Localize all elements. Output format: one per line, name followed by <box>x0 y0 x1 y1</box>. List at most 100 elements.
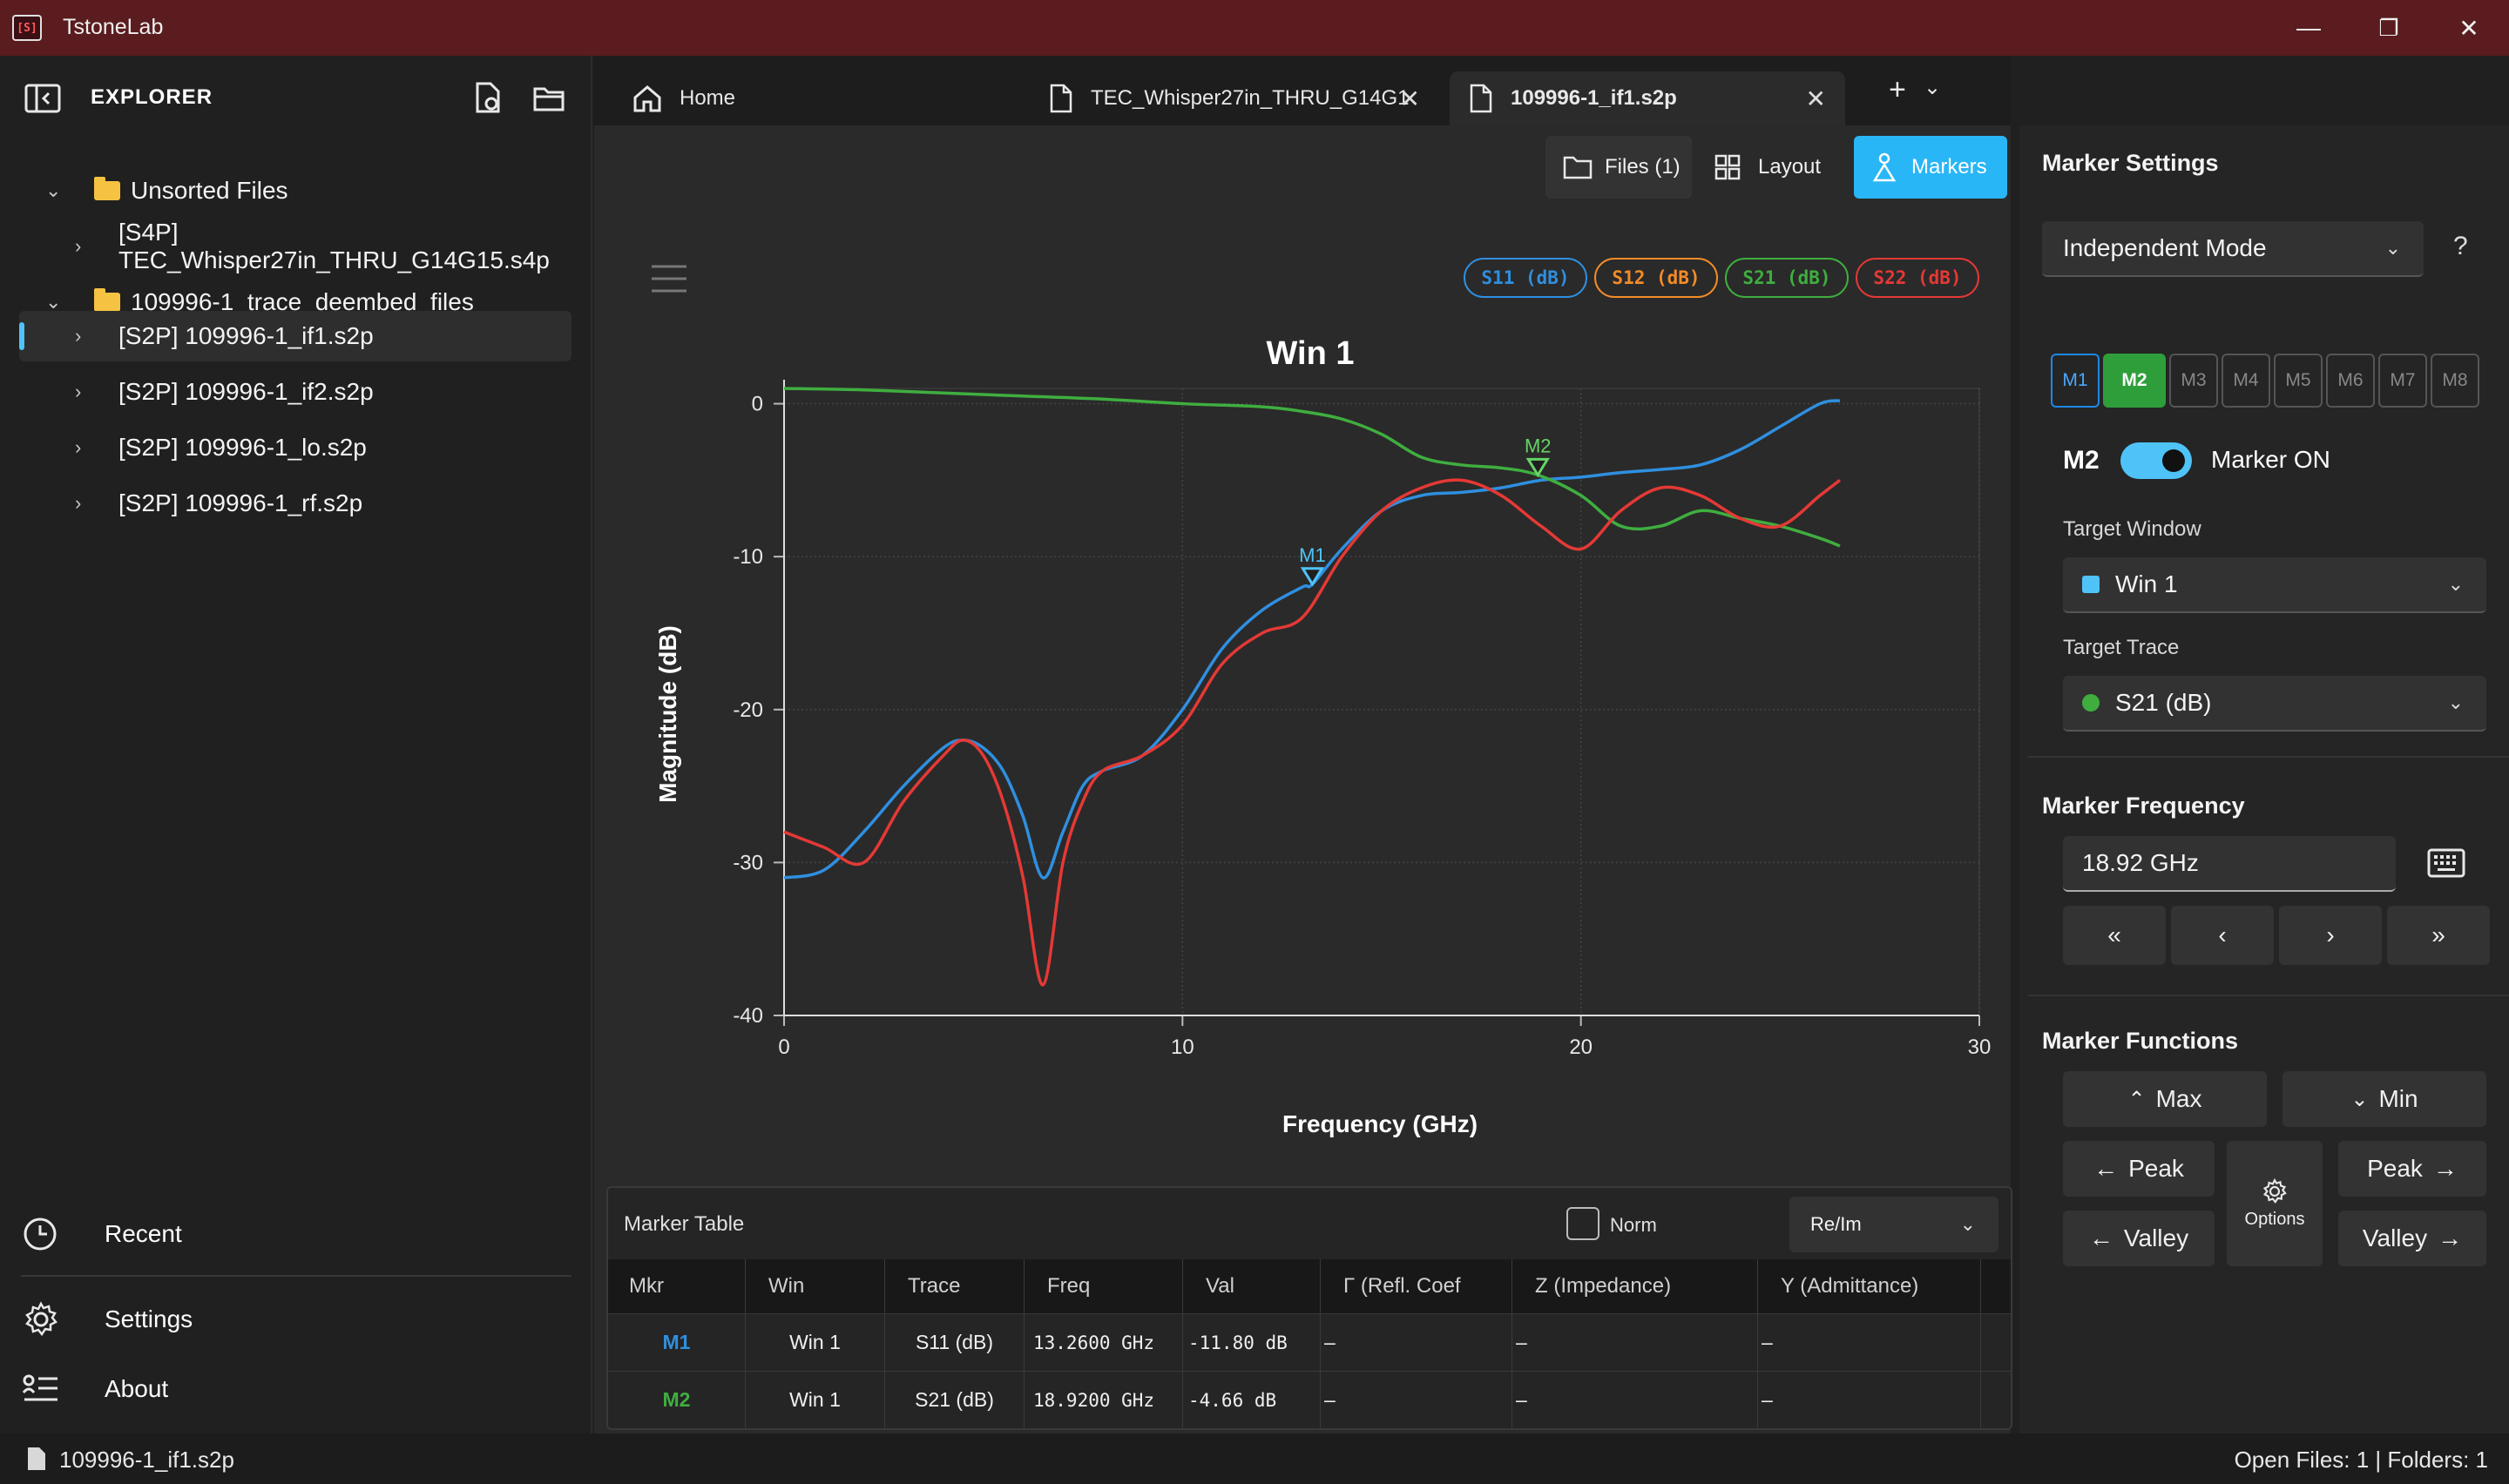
close-tab-icon[interactable]: ✕ <box>1399 84 1420 112</box>
markers-label: Markers <box>1911 155 1987 179</box>
row-freq: 18.9200 GHz <box>1025 1372 1183 1428</box>
legend-s12[interactable]: S12 (dB) <box>1594 258 1718 298</box>
close-window-button[interactable]: ✕ <box>2458 14 2479 42</box>
marker-select-m7[interactable]: M7 <box>2378 354 2427 408</box>
files-button[interactable]: Files (1) <box>1545 136 1692 199</box>
max-button[interactable]: ⌃ Max <box>2063 1071 2267 1127</box>
col-mkr[interactable]: Mkr <box>608 1259 746 1313</box>
tree-folder-unsorted[interactable]: ⌄ Unsorted Files <box>19 165 571 216</box>
marker-select-m3[interactable]: M3 <box>2169 354 2218 408</box>
selection-indicator <box>19 322 24 350</box>
table-row[interactable]: M1 Win 1 S11 (dB) 13.2600 GHz -11.80 dB … <box>608 1313 2011 1371</box>
table-row[interactable]: M2 Win 1 S21 (dB) 18.9200 GHz -4.66 dB –… <box>608 1371 2011 1428</box>
close-tab-icon[interactable]: ✕ <box>1805 84 1826 112</box>
valley-left-button[interactable]: ← Valley <box>2063 1211 2215 1266</box>
marker-select-m2[interactable]: M2 <box>2103 354 2166 408</box>
tree-file-s4p[interactable]: › [S4P] TEC_Whisper27in_THRU_G14G15.s4p <box>19 219 571 273</box>
about-nav-item[interactable]: About <box>21 1363 570 1415</box>
help-icon[interactable]: ? <box>2453 232 2468 260</box>
new-file-icon[interactable] <box>474 82 502 113</box>
window-color-swatch <box>2082 576 2100 593</box>
tree-file-lo[interactable]: › [S2P] 109996-1_lo.s2p <box>19 422 571 473</box>
frequency-first-button[interactable]: « <box>2063 906 2166 965</box>
row-impedance: – <box>1512 1314 1758 1371</box>
explorer-title: EXPLORER <box>91 85 213 109</box>
col-win[interactable]: Win <box>746 1259 885 1313</box>
open-folder-icon[interactable] <box>533 85 565 111</box>
marker-on-toggle[interactable] <box>2120 442 2192 479</box>
valley-right-button[interactable]: Valley → <box>2338 1211 2486 1266</box>
file-icon <box>28 1447 45 1470</box>
magnitude-chart[interactable]: 0 10 20 30 0 -10 -20 -30 -40 M1 M2 Win 1 Frequenc… <box>603 305 2019 1228</box>
arrow-right-icon: → <box>2438 1224 2463 1251</box>
explorer-sidebar: EXPLORER ⌄ Unsorted Files › [S4P] TEC_Wh… <box>0 56 592 1433</box>
frequency-next-button[interactable]: › <box>2279 906 2382 965</box>
options-label: Options <box>2244 1209 2305 1229</box>
marker-frequency-input[interactable]: 18.92 GHz <box>2063 836 2396 892</box>
peak-right-button[interactable]: Peak → <box>2338 1141 2486 1197</box>
chart-markers[interactable]: M1 M2 <box>1299 435 1552 587</box>
file-icon <box>1470 84 1492 113</box>
tab-home[interactable]: Home <box>603 71 1012 125</box>
tab-tec-whisper[interactable]: TEC_Whisper27in_THRU_G14G1 ✕ <box>1030 71 1439 125</box>
chart-menu-icon[interactable] <box>650 263 688 294</box>
tree-folder-deembed[interactable]: ⌄ 109996-1_trace_deembed_files <box>19 277 571 327</box>
sidebar-toggle-icon[interactable] <box>24 84 61 113</box>
col-freq[interactable]: Freq <box>1025 1259 1183 1313</box>
legend-s11[interactable]: S11 (dB) <box>1464 258 1587 298</box>
target-trace-select[interactable]: S21 (dB) ⌄ <box>2063 676 2486 732</box>
clock-icon <box>24 1218 57 1251</box>
tree-file-if2[interactable]: › [S2P] 109996-1_if2.s2p <box>19 367 571 417</box>
marker-select-m6[interactable]: M6 <box>2326 354 2375 408</box>
peak-left-button[interactable]: ← Peak <box>2063 1141 2215 1197</box>
col-val[interactable]: Val <box>1183 1259 1321 1313</box>
layout-button[interactable]: Layout <box>1701 136 1849 199</box>
new-tab-button[interactable]: + <box>1889 73 1906 106</box>
settings-nav-item[interactable]: Settings <box>21 1293 570 1346</box>
chevron-down-icon: ⌄ <box>2350 1087 2369 1111</box>
series-line-s22 <box>783 478 1841 987</box>
gear-icon <box>2262 1177 2287 1204</box>
col-gamma[interactable]: Γ (Refl. Coef <box>1321 1259 1512 1313</box>
chevron-right-icon: › <box>75 235 82 257</box>
tab-if1[interactable]: 109996-1_if1.s2p ✕ <box>1450 71 1845 125</box>
marker-select-m5[interactable]: M5 <box>2274 354 2323 408</box>
frequency-prev-button[interactable]: ‹ <box>2171 906 2274 965</box>
frequency-last-button[interactable]: » <box>2387 906 2490 965</box>
row-admittance: – <box>1758 1314 1981 1371</box>
col-impedance[interactable]: Z (Impedance) <box>1512 1259 1758 1313</box>
maximize-button[interactable]: ❐ <box>2378 14 2399 41</box>
options-button[interactable]: Options <box>2227 1141 2323 1266</box>
folder-icon <box>94 177 120 200</box>
marker-triangle-m2[interactable] <box>1525 457 1550 478</box>
recent-nav-item[interactable]: Recent <box>21 1208 570 1260</box>
tree-file-if1[interactable]: › [S2P] 109996-1_if1.s2p <box>19 311 571 361</box>
marker-select-m8[interactable]: M8 <box>2431 354 2479 408</box>
legend-s21[interactable]: S21 (dB) <box>1725 258 1849 298</box>
marker-select-m4[interactable]: M4 <box>2222 354 2270 408</box>
markers-button[interactable]: Markers <box>1854 136 2007 199</box>
tab-bar: Home TEC_Whisper27in_THRU_G14G1 ✕ 109996… <box>594 56 2011 125</box>
x-tick-label: 20 <box>1569 1035 1593 1059</box>
toggle-knob <box>2162 449 2185 472</box>
home-icon <box>633 85 661 112</box>
marker-select-m1[interactable]: M1 <box>2051 354 2100 408</box>
min-button[interactable]: ⌄ Min <box>2282 1071 2486 1127</box>
col-admittance[interactable]: Y (Admittance) <box>1758 1259 1981 1313</box>
col-trace[interactable]: Trace <box>885 1259 1025 1313</box>
target-window-select[interactable]: Win 1 ⌄ <box>2063 557 2486 613</box>
marker-frequency-title: Marker Frequency <box>2042 793 2245 819</box>
app-logo: [S] <box>12 15 42 41</box>
legend-s22[interactable]: S22 (dB) <box>1856 258 1979 298</box>
row-trace: S21 (dB) <box>885 1372 1025 1428</box>
format-select[interactable]: Re/Im ⌄ <box>1789 1197 1998 1252</box>
tree-file-rf[interactable]: › [S2P] 109996-1_rf.s2p <box>19 478 571 529</box>
marker-mode-select[interactable]: Independent Mode ⌄ <box>2042 221 2424 277</box>
norm-checkbox[interactable] <box>1566 1207 1599 1240</box>
marker-triangle-m1[interactable] <box>1300 567 1325 587</box>
format-value: Re/Im <box>1810 1213 1862 1235</box>
minimize-button[interactable]: — <box>2296 14 2321 41</box>
chart-y-axis-label: Magnitude (dB) <box>654 625 681 803</box>
tab-list-chevron-icon[interactable]: ⌄ <box>1924 76 1942 99</box>
keyboard-icon[interactable] <box>2427 848 2465 878</box>
